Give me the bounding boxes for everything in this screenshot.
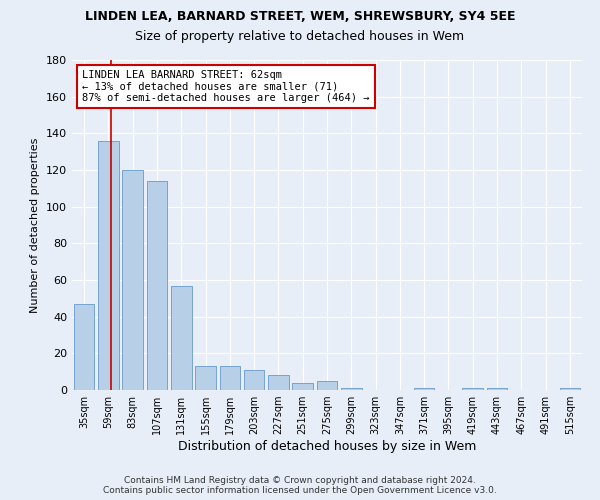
- X-axis label: Distribution of detached houses by size in Wem: Distribution of detached houses by size …: [178, 440, 476, 453]
- Bar: [268, 376, 289, 390]
- Bar: [560, 388, 580, 390]
- Bar: [244, 370, 265, 390]
- Bar: [171, 286, 191, 390]
- Text: LINDEN LEA, BARNARD STREET, WEM, SHREWSBURY, SY4 5EE: LINDEN LEA, BARNARD STREET, WEM, SHREWSB…: [85, 10, 515, 23]
- Bar: [98, 140, 119, 390]
- Bar: [220, 366, 240, 390]
- Text: Size of property relative to detached houses in Wem: Size of property relative to detached ho…: [136, 30, 464, 43]
- Bar: [463, 388, 483, 390]
- Bar: [317, 381, 337, 390]
- Text: LINDEN LEA BARNARD STREET: 62sqm
← 13% of detached houses are smaller (71)
87% o: LINDEN LEA BARNARD STREET: 62sqm ← 13% o…: [82, 70, 370, 103]
- Bar: [146, 181, 167, 390]
- Y-axis label: Number of detached properties: Number of detached properties: [31, 138, 40, 312]
- Text: Contains HM Land Registry data © Crown copyright and database right 2024.
Contai: Contains HM Land Registry data © Crown c…: [103, 476, 497, 495]
- Bar: [487, 388, 508, 390]
- Bar: [414, 388, 434, 390]
- Bar: [341, 388, 362, 390]
- Bar: [195, 366, 216, 390]
- Bar: [74, 304, 94, 390]
- Bar: [292, 382, 313, 390]
- Bar: [122, 170, 143, 390]
